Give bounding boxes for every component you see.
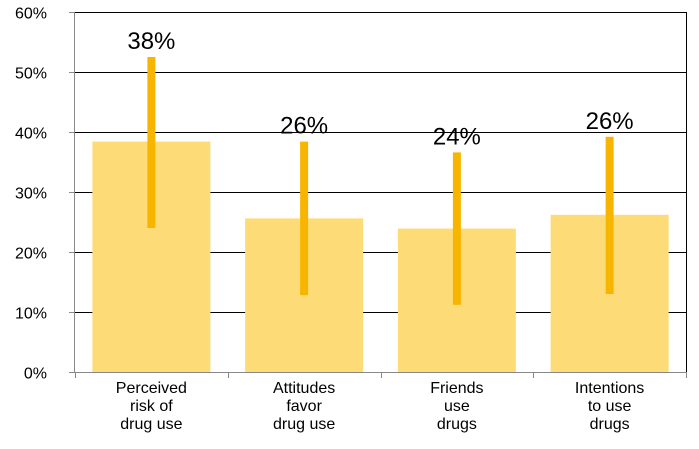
bar-layer: [92, 141, 669, 372]
error-bar-1: [300, 141, 309, 296]
category-label-2-line-0: Friends: [430, 380, 483, 397]
y-tick-label-60: 60%: [15, 6, 47, 23]
error-bar-layer: [147, 57, 614, 305]
axis-layer: [69, 12, 687, 378]
error-bar-3: [605, 136, 614, 294]
category-label-2-line-1: use: [444, 398, 470, 415]
data-label-0: 38%: [127, 28, 175, 55]
y-tick-label-0: 0%: [24, 366, 47, 383]
category-label-3-line-2: drugs: [590, 416, 630, 433]
category-label-3-line-0: Intentions: [575, 380, 644, 397]
category-label-0-line-2: drug use: [120, 416, 182, 433]
data-label-2: 24%: [433, 123, 481, 150]
y-tick-label-20: 20%: [15, 246, 47, 263]
category-label-1-line-0: Attitudes: [273, 380, 335, 397]
category-label-1-line-1: favor: [286, 398, 322, 415]
error-bar-0: [147, 57, 156, 228]
category-label-0-line-0: Perceived: [116, 380, 187, 397]
category-label-1: Attitudes favor drug use: [273, 380, 335, 433]
category-label-2-line-2: drugs: [437, 416, 477, 433]
data-label-1: 26%: [280, 113, 328, 140]
category-label-0-line-1: risk of: [130, 398, 173, 415]
error-bar-2: [452, 152, 461, 305]
category-label-1-line-2: drug use: [273, 416, 335, 433]
y-tick-label-40: 40%: [15, 126, 47, 143]
y-tick-label-30: 30%: [15, 186, 47, 203]
category-label-3-line-1: to use: [588, 398, 632, 415]
category-label-2: Friends use drugs: [430, 380, 483, 433]
y-tick-label-10: 10%: [15, 306, 47, 323]
y-tick-label-50: 50%: [15, 66, 47, 83]
category-label-3: Intentions to use drugs: [575, 380, 644, 433]
category-label-0: Perceived risk of drug use: [116, 380, 187, 433]
data-label-3: 26%: [586, 108, 634, 135]
